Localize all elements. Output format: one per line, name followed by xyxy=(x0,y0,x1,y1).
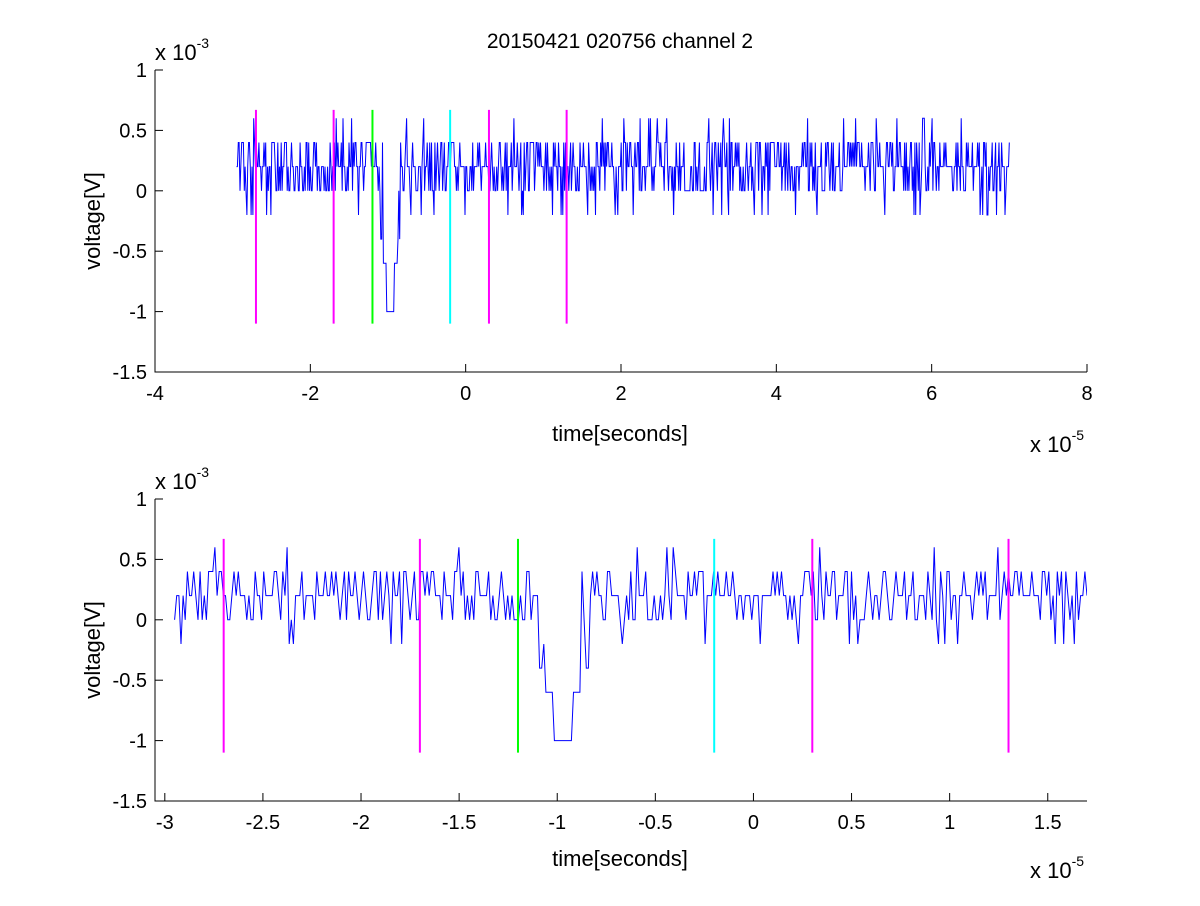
top-x-exponent-power: -5 xyxy=(1072,427,1085,443)
top-x-tick-label: 8 xyxy=(1081,383,1092,405)
top-plot: voltage[V] time[seconds] x 10-3 x 10-5 -… xyxy=(80,35,1093,457)
bottom-xlabel: time[seconds] xyxy=(552,846,688,871)
bottom-y-exponent-power: -3 xyxy=(197,464,210,480)
bottom-y-tick-label: -0.5 xyxy=(113,670,147,692)
top-x-tick-label: -2 xyxy=(301,383,319,405)
top-axes xyxy=(154,70,1087,373)
bottom-x-exponent-power: -5 xyxy=(1072,853,1085,869)
bottom-x-tick-label: -0.5 xyxy=(638,812,672,834)
bottom-x-tick-label: -1.5 xyxy=(442,812,476,834)
top-y-exponent-base: x 10 xyxy=(155,40,197,65)
top-x-tick-label: 6 xyxy=(926,383,937,405)
bottom-y-tick-label: 1 xyxy=(136,489,147,511)
top-y-exponent-power: -3 xyxy=(197,35,210,51)
bottom-signal-series xyxy=(174,547,1087,742)
bottom-x-tick-label: 0.5 xyxy=(838,812,866,834)
top-y-tick-label: 0 xyxy=(136,181,147,203)
top-signal-series xyxy=(236,117,1010,313)
top-y-tick-label: -0.5 xyxy=(113,241,147,263)
bottom-x-exponent: x 10-5 xyxy=(1030,853,1084,883)
bottom-y-exponent: x 10-3 xyxy=(155,464,209,494)
top-x-tick-label: 0 xyxy=(460,383,471,405)
bottom-x-tick-label: -2.5 xyxy=(246,812,280,834)
bottom-x-tick-label: -2 xyxy=(352,812,370,834)
bottom-x-exponent-base: x 10 xyxy=(1030,858,1072,883)
bottom-x-tick-label: 1 xyxy=(944,812,955,834)
top-ylabel: voltage[V] xyxy=(80,172,105,270)
bottom-y-tick-label: 0 xyxy=(136,610,147,632)
top-y-tick-label: 1 xyxy=(136,60,147,82)
bottom-y-tick-label: 0.5 xyxy=(119,549,147,571)
top-xlabel: time[seconds] xyxy=(552,421,688,446)
bottom-y-tick-label: -1 xyxy=(129,731,147,753)
bottom-ylabel: voltage[V] xyxy=(80,601,105,699)
top-y-exponent: x 10-3 xyxy=(155,35,209,65)
chart-title: 20150421 020756 channel 2 xyxy=(487,30,753,53)
bottom-x-tick-label: -1 xyxy=(548,812,566,834)
top-y-tick-label: 0.5 xyxy=(119,120,147,142)
top-x-tick-label: 4 xyxy=(771,383,782,405)
bottom-axes xyxy=(154,499,1087,802)
bottom-y-exponent-base: x 10 xyxy=(155,469,197,494)
bottom-x-tick-label: 0 xyxy=(748,812,759,834)
top-x-tick-label: -4 xyxy=(146,383,164,405)
top-x-tick-label: 2 xyxy=(615,383,626,405)
bottom-plot: voltage[V] time[seconds] x 10-3 x 10-5 -… xyxy=(80,464,1087,883)
top-x-exponent-base: x 10 xyxy=(1030,432,1072,457)
bottom-x-tick-label: -3 xyxy=(156,812,174,834)
bottom-x-tick-label: 1.5 xyxy=(1034,812,1062,834)
bottom-y-tick-label: -1.5 xyxy=(113,791,147,813)
top-y-tick-label: -1.5 xyxy=(113,362,147,384)
top-y-tick-label: -1 xyxy=(129,302,147,324)
top-x-exponent: x 10-5 xyxy=(1030,427,1084,457)
